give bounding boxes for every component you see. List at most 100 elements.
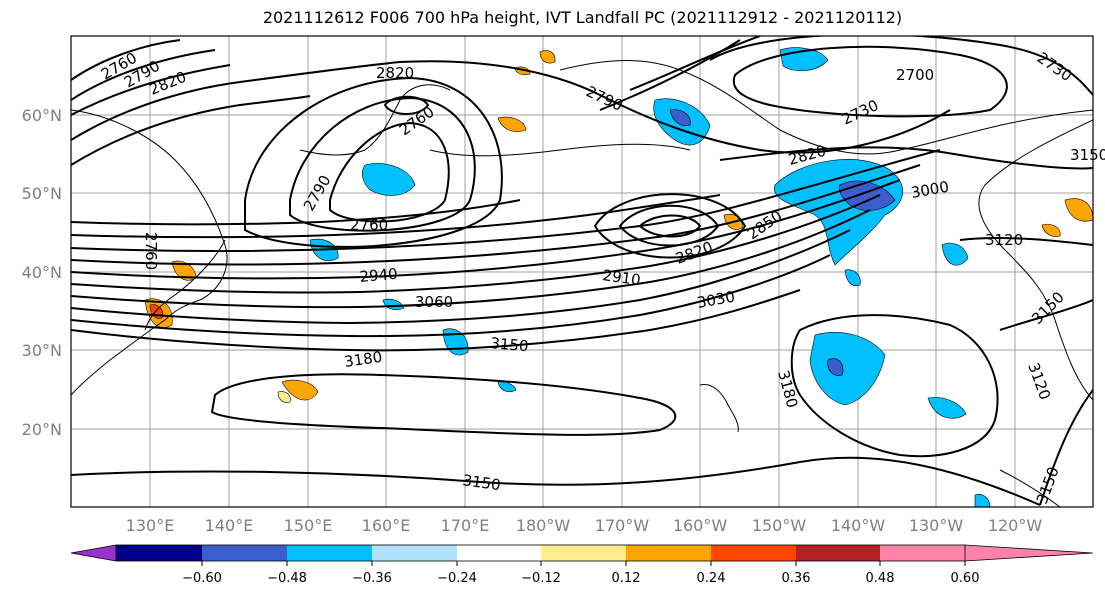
lon-label: 130°E bbox=[126, 516, 175, 535]
coast-aleutians bbox=[429, 143, 691, 157]
contour-low-inner bbox=[638, 214, 702, 238]
contour-label: 2760 bbox=[350, 216, 388, 234]
colorbar-tick-label: −0.36 bbox=[352, 571, 392, 586]
contour-2880-nw bbox=[71, 95, 311, 166]
contour-label: 3180 bbox=[774, 368, 801, 410]
contour-2700 bbox=[732, 45, 1008, 118]
ivt-negative-region bbox=[442, 328, 469, 356]
contour-2760-loop bbox=[329, 121, 450, 223]
colorbar-tick-label: −0.12 bbox=[521, 571, 561, 586]
contour-3090 bbox=[71, 229, 851, 325]
contour-3120-ne bbox=[959, 236, 1093, 246]
contour-label: 2940 bbox=[359, 265, 399, 286]
colorbar-extend-high bbox=[965, 545, 1093, 561]
ivt-negative-region bbox=[941, 242, 969, 266]
colorbar-tick-label: −0.48 bbox=[267, 571, 307, 586]
contour-low-mid bbox=[618, 204, 720, 247]
lon-label: 140°E bbox=[205, 516, 254, 535]
contour-2910 bbox=[71, 194, 721, 239]
ivt-negative-region bbox=[844, 269, 861, 287]
lon-label: 160°W bbox=[673, 516, 728, 535]
coast-north-america bbox=[978, 119, 1093, 401]
colorbar-extend-low bbox=[71, 545, 116, 561]
map-title: 2021112612 F006 700 hPa height, IVT Land… bbox=[262, 8, 903, 27]
contour-3150-south bbox=[71, 456, 1041, 506]
colorbar-frame-ends bbox=[70, 544, 117, 562]
contour-label: 2820 bbox=[673, 238, 715, 268]
contour-label: 2910 bbox=[601, 266, 641, 289]
ivt-strong-negative-region bbox=[827, 358, 844, 376]
contour-label: 3120 bbox=[1024, 360, 1054, 402]
ivt-light-positive-region bbox=[277, 391, 291, 403]
contour-2820-ne bbox=[719, 146, 1093, 170]
contour-3120 bbox=[71, 254, 831, 338]
colorbar-tick-label: −0.24 bbox=[437, 571, 477, 586]
lat-label: 20°N bbox=[22, 420, 62, 439]
contour-2730 bbox=[709, 36, 1093, 96]
colorbar-segment bbox=[626, 545, 711, 561]
contour-2850-nw bbox=[71, 60, 951, 154]
lon-label: 150°W bbox=[752, 516, 807, 535]
contour-label: 3000 bbox=[910, 178, 951, 202]
contour-3150-east bbox=[999, 299, 1093, 331]
colorbar-frame-ends bbox=[964, 544, 1094, 562]
colorbar-segment bbox=[796, 545, 880, 561]
contour-3180 bbox=[210, 373, 677, 436]
longitude-labels: 130°E 140°E 150°E 160°E 170°E 180°W 170°… bbox=[126, 516, 1043, 535]
contour-3000 bbox=[71, 179, 901, 280]
coast-central-america bbox=[999, 469, 1061, 507]
contour-label: 2760 bbox=[142, 232, 160, 270]
lon-label: 140°W bbox=[831, 516, 886, 535]
ivt-negative-region bbox=[974, 493, 991, 507]
contour-label: 2760 bbox=[396, 103, 438, 140]
lon-label: 130°W bbox=[909, 516, 964, 535]
colorbar-segment bbox=[202, 545, 287, 561]
colorbar-segment bbox=[457, 545, 541, 561]
contour-2730-loop bbox=[383, 95, 430, 115]
height-contours bbox=[71, 36, 1093, 506]
contour-2790-loop bbox=[289, 96, 476, 232]
contour-2940 bbox=[71, 149, 941, 252]
contour-label: 3150 bbox=[1033, 464, 1063, 506]
contour-label: 2700 bbox=[896, 66, 934, 84]
colorbar-segment bbox=[880, 545, 965, 561]
lat-label: 40°N bbox=[22, 263, 62, 282]
ivt-negative-region bbox=[361, 163, 416, 196]
colorbar-segment bbox=[372, 545, 457, 561]
contour-3030 bbox=[71, 194, 881, 294]
latitude-labels: 60°N 50°N 40°N 30°N 20°N bbox=[22, 106, 62, 439]
contour-3180-east bbox=[790, 314, 999, 458]
lon-label: 180°W bbox=[516, 516, 571, 535]
colorbar-tick-label: 0.60 bbox=[951, 571, 980, 586]
contour-2880 bbox=[71, 199, 521, 226]
coast-hawaii bbox=[699, 383, 739, 433]
colorbar-segment bbox=[116, 545, 202, 561]
coastlines bbox=[71, 60, 1093, 507]
contour-label: 2730 bbox=[839, 96, 881, 128]
lon-label: 160°E bbox=[362, 516, 411, 535]
contour-label: 3180 bbox=[343, 348, 383, 371]
ivt-strong-negative-region bbox=[669, 109, 691, 127]
contour-label: 3150 bbox=[490, 334, 530, 355]
contour-2760-nw bbox=[71, 39, 181, 81]
lat-label: 60°N bbox=[22, 106, 62, 125]
contour-label: 3030 bbox=[696, 288, 737, 312]
lon-label: 170°E bbox=[441, 516, 490, 535]
contour-low-outer bbox=[593, 193, 747, 259]
ivt-negative-region bbox=[809, 332, 886, 406]
contour-label: 3150 bbox=[1028, 288, 1068, 328]
contour-label: 3150 bbox=[1070, 146, 1105, 164]
ivt-negative-region bbox=[927, 397, 967, 419]
ivt-positive-region bbox=[281, 379, 319, 401]
plot-frame bbox=[70, 35, 1094, 508]
contour-2790-nw bbox=[71, 49, 216, 101]
ivt-positive-region bbox=[1041, 223, 1061, 237]
contour-label: 3150 bbox=[461, 471, 501, 494]
contour-label: 2820 bbox=[376, 64, 414, 82]
coast-japan bbox=[144, 239, 226, 331]
lon-label: 120°W bbox=[988, 516, 1043, 535]
contour-label: 3120 bbox=[985, 231, 1023, 249]
ivt-positive-region bbox=[1064, 198, 1093, 222]
colorbar-segment bbox=[711, 545, 796, 561]
